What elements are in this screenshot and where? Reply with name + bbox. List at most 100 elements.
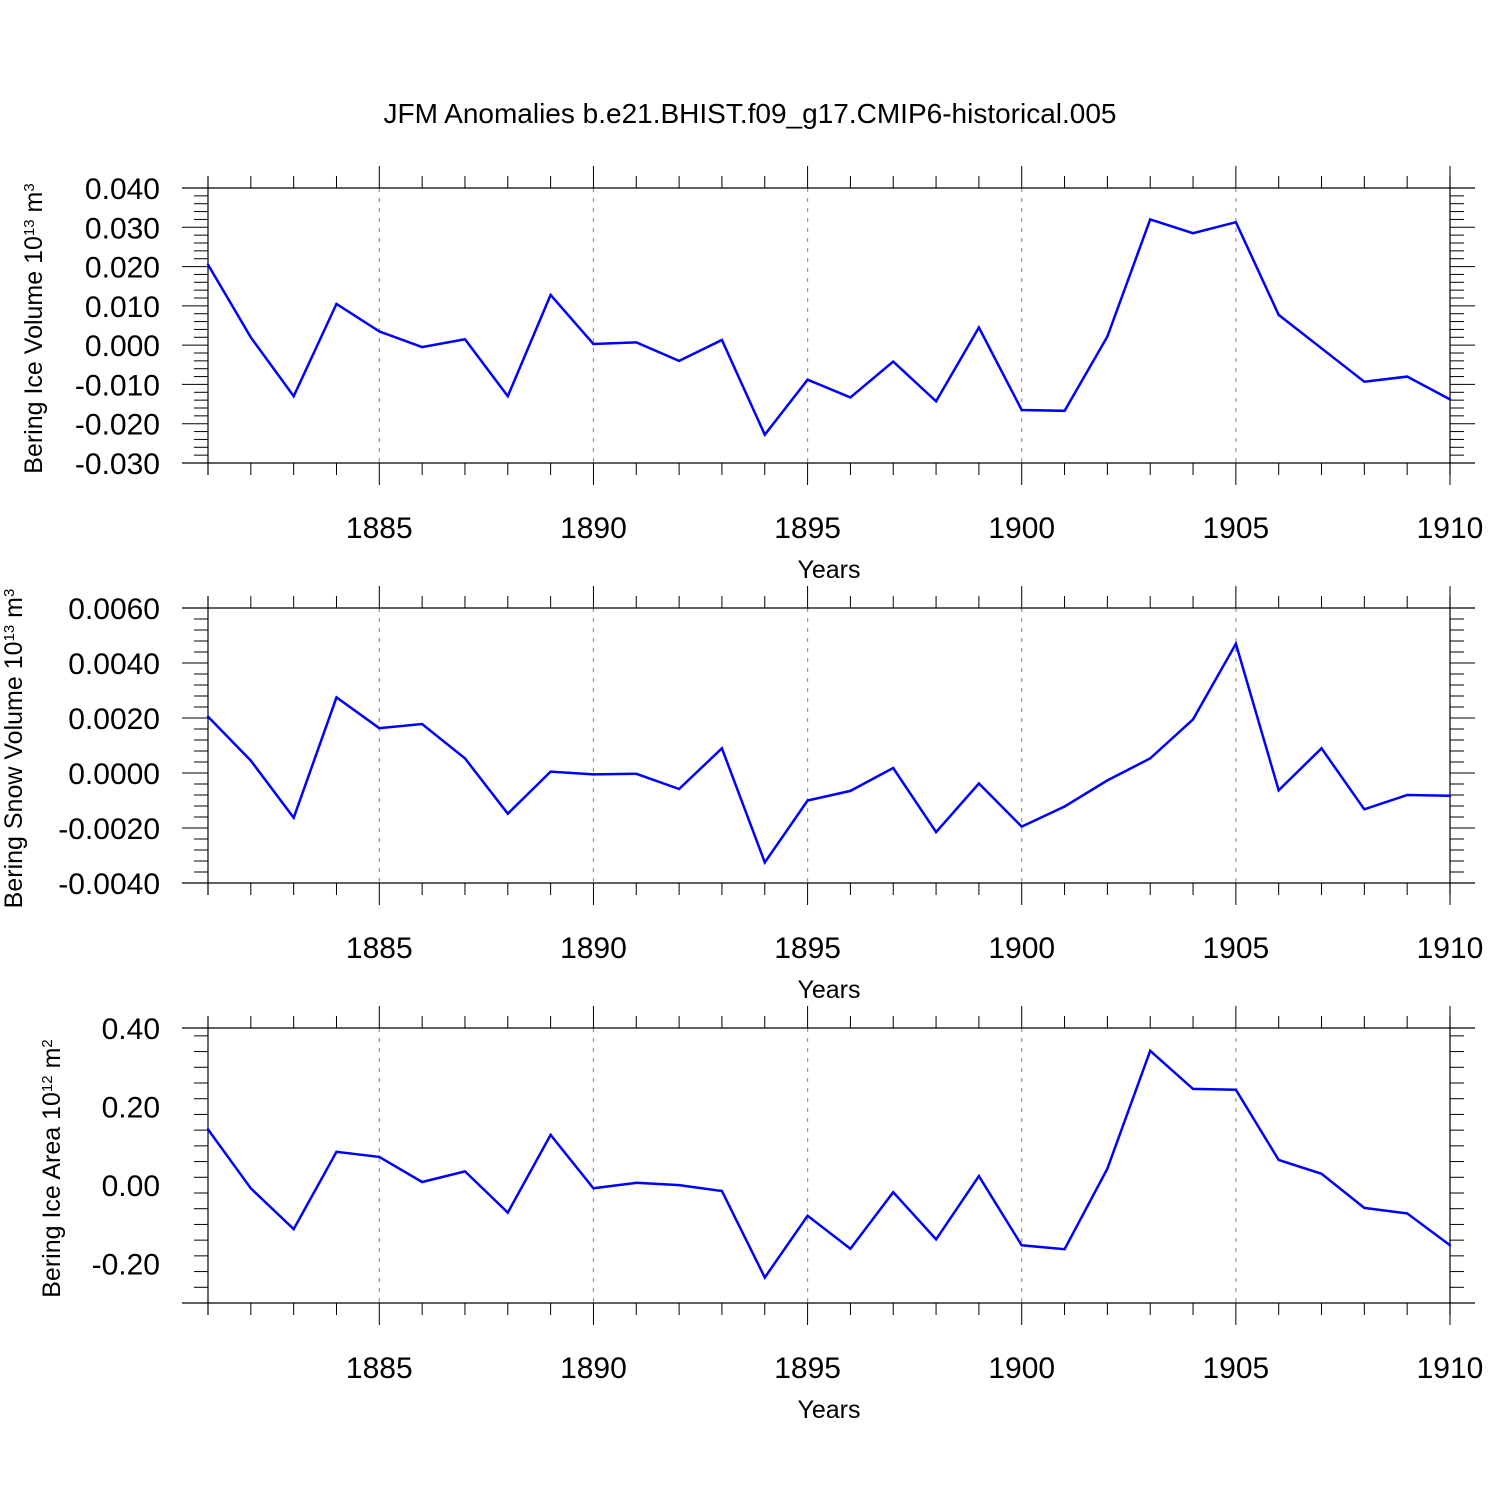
data-point-1902: [1106, 335, 1109, 338]
x-tick-label: 1885: [346, 932, 413, 965]
data-point-1895: [806, 799, 809, 802]
y-tick-label: 0.030: [85, 212, 160, 245]
data-point-1909: [1405, 1212, 1409, 1215]
data-point-1888: [506, 1211, 509, 1214]
data-point-1905: [1234, 642, 1238, 645]
y-axis-title: Bering Ice Area 1012 m2: [38, 1039, 66, 1298]
y-axis-title-text: Bering Snow Volume 10: [0, 641, 28, 908]
x-tick-label: 1900: [988, 512, 1055, 545]
y-tick-label: -0.020: [75, 409, 160, 442]
y-axis-title-exponent: 13: [21, 219, 38, 236]
data-point-1882: [249, 759, 253, 762]
x-axis-title: Years: [797, 1396, 860, 1424]
x-axis-title: Years: [797, 976, 860, 1004]
data-point-1899: [977, 782, 981, 785]
data-point-1892: [677, 787, 681, 791]
y-tick-label: 0.040: [85, 173, 160, 206]
data-point-1905: [1234, 1088, 1238, 1091]
data-point-1881: [206, 263, 210, 266]
y-tick-label: 0.010: [85, 291, 160, 324]
y-axis-title: Bering Ice Volume 1013 m3: [20, 183, 48, 473]
data-point-1906: [1277, 313, 1280, 317]
data-point-1902: [1106, 779, 1109, 782]
data-point-1883: [292, 816, 295, 820]
y-tick-label: 0.0060: [68, 593, 160, 626]
data-point-1895: [806, 1214, 809, 1217]
data-point-1886: [420, 345, 424, 349]
y-axis-title-unit: m: [38, 1048, 66, 1076]
x-tick-label: 1905: [1202, 512, 1269, 545]
data-point-1900: [1020, 1244, 1023, 1247]
data-point-1892: [677, 359, 681, 363]
data-point-1885: [378, 330, 381, 333]
data-point-1883: [292, 395, 295, 398]
y-tick-label: 0.00: [102, 1170, 160, 1203]
data-point-1898: [934, 400, 938, 403]
y-axis-title-exponent: 13: [1, 625, 18, 642]
data-point-1901: [1063, 409, 1066, 412]
data-point-1910: [1448, 794, 1452, 798]
data-point-1894: [763, 861, 766, 864]
data-point-1896: [849, 789, 852, 793]
x-tick-label: 1910: [1417, 512, 1484, 545]
y-axis-title-text: Bering Ice Volume 10: [20, 236, 48, 474]
data-point-1891: [635, 341, 638, 344]
data-point-1888: [506, 395, 509, 398]
data-point-1888: [506, 812, 509, 815]
x-tick-label: 1895: [774, 1352, 841, 1385]
data-point-1894: [763, 1276, 766, 1279]
data-point-1904: [1191, 718, 1195, 721]
data-point-1905: [1234, 220, 1238, 224]
data-point-1896: [849, 396, 852, 399]
data-point-1909: [1405, 793, 1409, 797]
y-tick-label: 0.020: [85, 252, 160, 285]
data-point-1882: [249, 1187, 253, 1190]
series-line: [207, 640, 1451, 866]
data-point-1883: [292, 1227, 295, 1231]
data-point-1897: [892, 766, 895, 770]
x-tick-label: 1905: [1202, 1352, 1269, 1385]
data-point-1893: [720, 1189, 724, 1193]
y-tick-label: -0.0040: [58, 868, 160, 901]
data-point-1885: [378, 726, 381, 730]
y-axis-title: Bering Snow Volume 1013 m3: [0, 589, 28, 909]
x-tick-label: 1905: [1202, 932, 1269, 965]
y-tick-label: 0.0000: [68, 758, 160, 791]
data-point-1896: [849, 1247, 852, 1250]
data-point-1908: [1363, 808, 1366, 811]
data-point-1906: [1277, 789, 1280, 792]
x-tick-label: 1885: [346, 512, 413, 545]
y-axis-title-unit-exponent: 3: [21, 183, 38, 191]
data-point-1881: [206, 715, 210, 718]
data-point-1901: [1063, 805, 1066, 808]
data-point-1882: [249, 336, 253, 339]
y-tick-label: 0.0020: [68, 703, 160, 736]
panel-ice-area: 0.40 0.20 0.00 -0.20 1885 1890 1895 1900 1905 191…: [38, 1006, 1483, 1424]
y-tick-label: -0.0020: [58, 813, 160, 846]
data-point-1903: [1149, 757, 1152, 760]
data-point-1887: [463, 338, 467, 341]
y-tick-label: -0.010: [75, 369, 160, 402]
y-axis-title-text: Bering Ice Area 10: [38, 1092, 66, 1298]
data-point-1900: [1020, 825, 1023, 828]
data-point-1889: [549, 1133, 552, 1137]
data-point-1903: [1149, 218, 1152, 221]
data-point-1892: [677, 1183, 681, 1187]
panel-ice-volume: 0.040 0.030 0.020 0.010 0.000 -0.010 -0.020 -0.…: [20, 166, 1483, 584]
data-point-1887: [463, 757, 467, 760]
series-line: [206, 217, 1451, 438]
x-tick-label: 1910: [1417, 1352, 1484, 1385]
data-point-1901: [1063, 1247, 1066, 1251]
data-point-1897: [892, 1191, 895, 1194]
x-axis-title: Years: [797, 556, 860, 584]
data-point-1894: [763, 433, 766, 436]
data-point-1900: [1020, 408, 1023, 412]
data-point-1890: [592, 773, 595, 776]
data-point-1904: [1191, 231, 1195, 235]
data-point-1909: [1405, 375, 1409, 378]
data-point-1898: [934, 830, 938, 834]
x-tick-label: 1910: [1417, 932, 1484, 965]
data-point-1907: [1320, 747, 1323, 750]
data-point-1899: [977, 1174, 981, 1178]
